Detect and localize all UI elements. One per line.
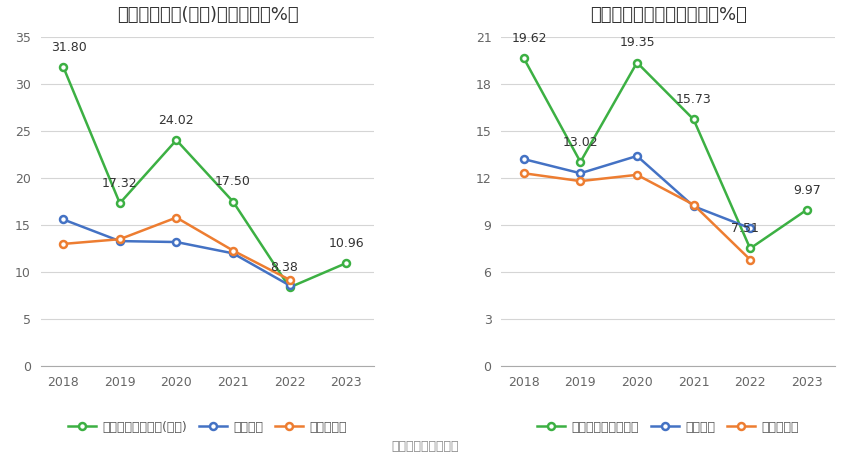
Text: 24.02: 24.02 bbox=[159, 114, 194, 127]
Text: 8.38: 8.38 bbox=[270, 261, 298, 274]
Text: 17.50: 17.50 bbox=[215, 175, 251, 188]
行业均値 bbox=[171, 239, 181, 245]
行业中位数 bbox=[632, 172, 642, 178]
行业均値 bbox=[228, 251, 238, 256]
Line: 行业均値: 行业均値 bbox=[520, 153, 754, 232]
行业中位数 bbox=[575, 178, 586, 184]
Text: 10.96: 10.96 bbox=[328, 237, 364, 250]
行业均値 bbox=[688, 203, 699, 209]
公司净资产收益率(加权) bbox=[115, 201, 125, 206]
行业均値 bbox=[58, 217, 68, 222]
Text: 19.62: 19.62 bbox=[512, 32, 547, 45]
行业均値 bbox=[285, 283, 295, 288]
Line: 行业中位数: 行业中位数 bbox=[520, 170, 754, 263]
公司投入资本回报率 bbox=[575, 159, 586, 165]
公司净资产收益率(加权) bbox=[171, 137, 181, 143]
行业均値 bbox=[115, 238, 125, 244]
行业均値 bbox=[518, 156, 529, 162]
Text: 15.73: 15.73 bbox=[676, 93, 711, 106]
Line: 公司投入资本回报率: 公司投入资本回报率 bbox=[520, 55, 810, 252]
行业中位数 bbox=[171, 215, 181, 220]
公司投入资本回报率 bbox=[745, 246, 756, 251]
行业均値 bbox=[632, 153, 642, 159]
Text: 19.35: 19.35 bbox=[619, 36, 654, 49]
Text: 31.80: 31.80 bbox=[51, 41, 87, 54]
行业均値 bbox=[745, 225, 756, 231]
公司投入资本回报率 bbox=[688, 117, 699, 122]
行业中位数 bbox=[285, 277, 295, 283]
Text: 17.32: 17.32 bbox=[102, 177, 138, 190]
Legend: 公司投入资本回报率, 行业均値, 行业中位数: 公司投入资本回报率, 行业均値, 行业中位数 bbox=[532, 415, 804, 438]
公司投入资本回报率 bbox=[632, 60, 642, 65]
行业中位数 bbox=[518, 170, 529, 176]
Title: 净资产收益率(加权)历年情况（%）: 净资产收益率(加权)历年情况（%） bbox=[116, 6, 298, 24]
Text: 9.97: 9.97 bbox=[793, 184, 820, 196]
公司投入资本回报率 bbox=[518, 55, 529, 61]
行业中位数 bbox=[688, 202, 699, 207]
行业均値 bbox=[575, 170, 586, 176]
Legend: 公司净资产收益率(加权), 行业均値, 行业中位数: 公司净资产收益率(加权), 行业均値, 行业中位数 bbox=[63, 415, 352, 438]
公司净资产收益率(加权) bbox=[285, 285, 295, 290]
行业中位数 bbox=[228, 248, 238, 253]
公司投入资本回报率 bbox=[802, 207, 812, 213]
行业中位数 bbox=[115, 236, 125, 242]
行业中位数 bbox=[58, 241, 68, 247]
Line: 行业均値: 行业均値 bbox=[60, 216, 293, 289]
公司净资产收益率(加权) bbox=[228, 199, 238, 204]
公司净资产收益率(加权) bbox=[58, 64, 68, 70]
Text: 数据来源：恒生聚源: 数据来源：恒生聚源 bbox=[391, 441, 459, 453]
Title: 投入资本回报率历年情况（%）: 投入资本回报率历年情况（%） bbox=[590, 6, 746, 24]
Text: 13.02: 13.02 bbox=[563, 136, 598, 149]
Text: 7.51: 7.51 bbox=[730, 222, 758, 235]
Line: 公司净资产收益率(加权): 公司净资产收益率(加权) bbox=[60, 63, 349, 291]
行业中位数 bbox=[745, 257, 756, 262]
公司净资产收益率(加权) bbox=[341, 261, 351, 266]
Line: 行业中位数: 行业中位数 bbox=[60, 214, 293, 283]
